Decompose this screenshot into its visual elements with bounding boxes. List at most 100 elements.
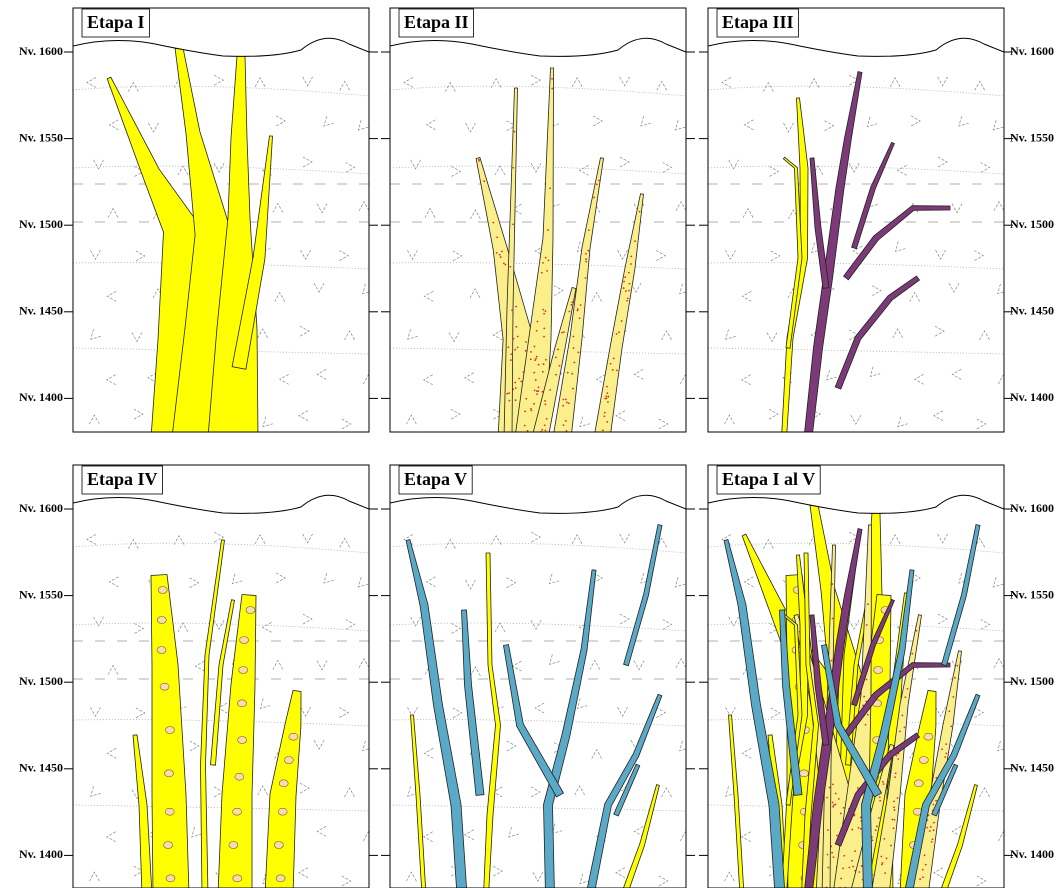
rock-symbol xyxy=(128,81,139,92)
ore-dot xyxy=(927,814,930,817)
ore-dot xyxy=(840,877,843,880)
rock-symbol xyxy=(976,875,987,887)
ore-dot xyxy=(593,196,595,199)
ore-dot xyxy=(529,358,532,361)
ore-dot xyxy=(514,348,517,351)
rock-symbol xyxy=(826,369,837,381)
vein xyxy=(801,552,819,888)
ore-dot xyxy=(605,397,608,400)
rock-symbol xyxy=(997,740,1004,752)
level-label: Nv. 1450 xyxy=(19,304,63,318)
panel-frame xyxy=(389,7,687,433)
ore-dot xyxy=(515,305,518,308)
rock-symbol xyxy=(403,77,414,88)
ore-dot xyxy=(618,331,620,334)
rock-symbol xyxy=(313,283,325,293)
rock-symbol xyxy=(933,410,944,421)
ore-dot xyxy=(906,688,909,690)
ore-dot xyxy=(507,436,509,438)
ore-dot xyxy=(542,363,545,365)
ore-dot xyxy=(893,809,896,811)
rock-symbol xyxy=(571,534,583,544)
rock-symbol xyxy=(725,329,736,340)
ore-dot xyxy=(506,392,509,395)
rock-symbol xyxy=(721,77,732,88)
section xyxy=(390,8,686,438)
stage-title-text: Etapa II xyxy=(404,12,469,32)
ore-dot xyxy=(566,371,569,374)
ore-dot xyxy=(544,403,547,406)
rock-symbol xyxy=(362,283,369,295)
vein xyxy=(405,539,467,888)
ore-dot xyxy=(555,356,557,359)
vein xyxy=(132,734,153,888)
ore-dot xyxy=(950,725,953,728)
ore-dot xyxy=(523,424,526,427)
ore-dot xyxy=(626,299,629,302)
rock-symbol xyxy=(508,826,519,838)
rock-symbol xyxy=(261,622,272,633)
rock-symbol xyxy=(662,162,673,173)
ore-dot xyxy=(935,799,937,802)
ore-dot xyxy=(911,652,914,655)
rock-symbol xyxy=(345,619,356,630)
vein xyxy=(851,598,895,707)
level-label: Nv. 1550 xyxy=(19,130,63,144)
clast xyxy=(157,586,168,594)
ore-dot xyxy=(865,624,868,626)
ore-dot xyxy=(585,260,588,263)
clast xyxy=(284,756,294,764)
ore-dot xyxy=(932,803,935,806)
ore-dot xyxy=(549,388,552,391)
rock-symbol xyxy=(911,115,921,127)
ore-dot xyxy=(851,859,853,862)
panel-bg xyxy=(390,465,686,888)
level-label: Nv. 1400 xyxy=(1010,390,1054,404)
ore-dot xyxy=(524,410,527,413)
ore-dot xyxy=(544,310,547,313)
ore-dot xyxy=(624,290,627,293)
rock-symbol xyxy=(422,374,433,386)
ore-dot xyxy=(624,276,627,279)
rock-symbol xyxy=(980,162,991,173)
ore-dot xyxy=(832,783,834,786)
ore-dot xyxy=(585,252,587,255)
rock-symbol xyxy=(679,740,686,752)
ore-dot xyxy=(885,857,888,860)
rock-symbol xyxy=(173,534,185,545)
ore-dot xyxy=(587,249,590,252)
ore-dot xyxy=(557,348,559,351)
rock-symbol xyxy=(848,162,860,173)
rock-symbol xyxy=(450,408,461,420)
ore-dot xyxy=(897,758,900,760)
rock-symbol xyxy=(674,577,686,588)
ore-dot xyxy=(867,603,869,606)
clast xyxy=(232,874,243,883)
ore-dot xyxy=(508,392,511,395)
rock-symbol xyxy=(933,867,944,878)
rock-symbol xyxy=(451,166,462,177)
rock-symbol xyxy=(937,613,948,625)
ore-dot xyxy=(520,380,523,383)
level-label: Nv. 1500 xyxy=(1010,674,1054,688)
clast xyxy=(156,646,167,654)
ore-dot xyxy=(915,629,918,632)
rock-symbol xyxy=(506,577,517,589)
ore-dot xyxy=(478,160,480,162)
ore-dot xyxy=(537,436,539,438)
rock-symbol xyxy=(808,77,820,88)
rock-symbol xyxy=(937,156,948,168)
rock-symbol xyxy=(152,288,164,299)
rock-symbol xyxy=(465,122,476,133)
rock-symbol xyxy=(993,201,1004,211)
rock-symbol xyxy=(661,787,672,798)
ore-dot xyxy=(501,250,503,253)
rock-symbol xyxy=(829,203,840,215)
ore-dot xyxy=(572,387,574,390)
rock-symbol xyxy=(724,414,735,425)
ore-dot xyxy=(857,787,859,789)
rock-symbol xyxy=(593,115,603,127)
clast xyxy=(232,807,242,816)
rock-symbol xyxy=(177,165,189,176)
ore-dot xyxy=(627,297,629,300)
